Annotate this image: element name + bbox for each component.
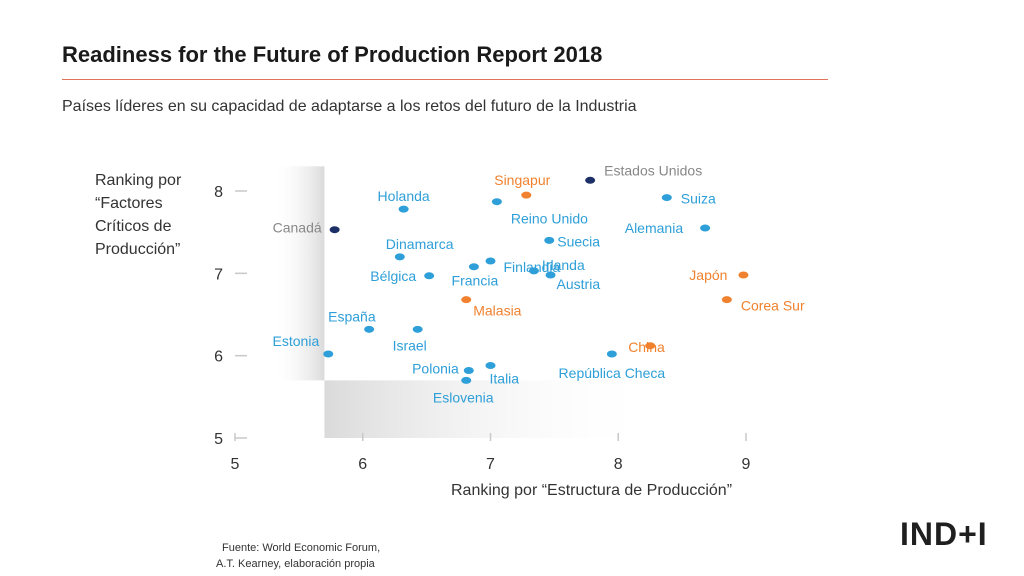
data-point bbox=[485, 257, 496, 265]
page-subtitle: Países líderes en su capacidad de adapta… bbox=[62, 98, 637, 115]
data-point bbox=[461, 296, 472, 304]
point-label: Alemania bbox=[625, 220, 684, 236]
point-label: Corea Sur bbox=[741, 298, 805, 314]
y-axis-label: Ranking por “Factores Críticos de Produc… bbox=[95, 172, 182, 258]
point-label: Reino Unido bbox=[511, 211, 588, 227]
source-line-2: A.T. Kearney, elaboración propia bbox=[216, 558, 375, 570]
y-tick-label: 5 bbox=[214, 431, 223, 448]
point-label: Bélgica bbox=[370, 268, 416, 284]
point-label: Irlanda bbox=[542, 257, 585, 273]
x-tick-label: 8 bbox=[614, 456, 623, 473]
data-point bbox=[323, 350, 334, 358]
point-label: Polonia bbox=[412, 360, 459, 376]
data-point bbox=[463, 366, 474, 374]
point-label: Eslovenia bbox=[433, 389, 494, 405]
point-label: Estonia bbox=[273, 333, 320, 349]
y-tick-label: 6 bbox=[214, 349, 223, 366]
point-label: Japón bbox=[689, 267, 727, 283]
data-point bbox=[545, 271, 556, 279]
source-line-1: Fuente: World Economic Forum, bbox=[222, 542, 381, 554]
point-label: Italia bbox=[490, 371, 520, 387]
data-point bbox=[528, 267, 539, 275]
brand-logo: IND+I bbox=[900, 516, 988, 552]
y-tick-label: 8 bbox=[214, 184, 223, 201]
point-label: Francia bbox=[452, 273, 499, 289]
point-label: Austria bbox=[557, 276, 601, 292]
point-label: Estados Unidos bbox=[604, 162, 702, 178]
data-point bbox=[661, 194, 672, 202]
point-label: República Checa bbox=[559, 365, 666, 381]
data-point bbox=[544, 236, 555, 244]
point-label: Malasia bbox=[473, 303, 521, 319]
data-point bbox=[721, 296, 732, 304]
data-point bbox=[738, 271, 749, 279]
data-point bbox=[398, 205, 409, 213]
y-tick-label: 7 bbox=[214, 266, 223, 283]
data-point bbox=[412, 325, 423, 333]
point-label: Suiza bbox=[681, 191, 716, 207]
point-label: Holanda bbox=[378, 188, 430, 204]
data-point bbox=[485, 362, 496, 370]
data-point bbox=[606, 350, 617, 358]
page-title: Readiness for the Future of Production R… bbox=[62, 42, 603, 67]
data-point bbox=[645, 342, 656, 350]
x-tick-label: 7 bbox=[486, 456, 495, 473]
data-point bbox=[585, 176, 596, 184]
point-label: Dinamarca bbox=[386, 236, 454, 252]
data-point bbox=[329, 226, 340, 234]
shaded-region bbox=[324, 380, 657, 438]
title-divider bbox=[62, 79, 828, 80]
data-point bbox=[521, 191, 532, 199]
x-tick-label: 6 bbox=[358, 456, 367, 473]
source-note: Fuente: World Economic Forum, A.T. Kearn… bbox=[216, 540, 416, 572]
data-point bbox=[461, 376, 472, 384]
data-point bbox=[364, 325, 375, 333]
point-label: España bbox=[328, 308, 376, 324]
data-point bbox=[491, 198, 502, 206]
data-point bbox=[394, 253, 405, 261]
shaded-region bbox=[273, 166, 325, 381]
data-point bbox=[424, 272, 435, 280]
data-point bbox=[468, 263, 479, 271]
point-label: Singapur bbox=[494, 172, 550, 188]
data-point bbox=[700, 224, 711, 232]
point-label: Finlandia bbox=[504, 259, 561, 275]
x-tick-label: 9 bbox=[742, 456, 751, 473]
x-axis-label: Ranking por “Estructura de Producción” bbox=[451, 482, 733, 499]
point-label: Canadá bbox=[273, 220, 322, 236]
x-tick-label: 5 bbox=[231, 456, 240, 473]
point-label: China bbox=[628, 339, 665, 355]
point-label: Suecia bbox=[557, 233, 600, 249]
point-label: Israel bbox=[393, 337, 427, 353]
